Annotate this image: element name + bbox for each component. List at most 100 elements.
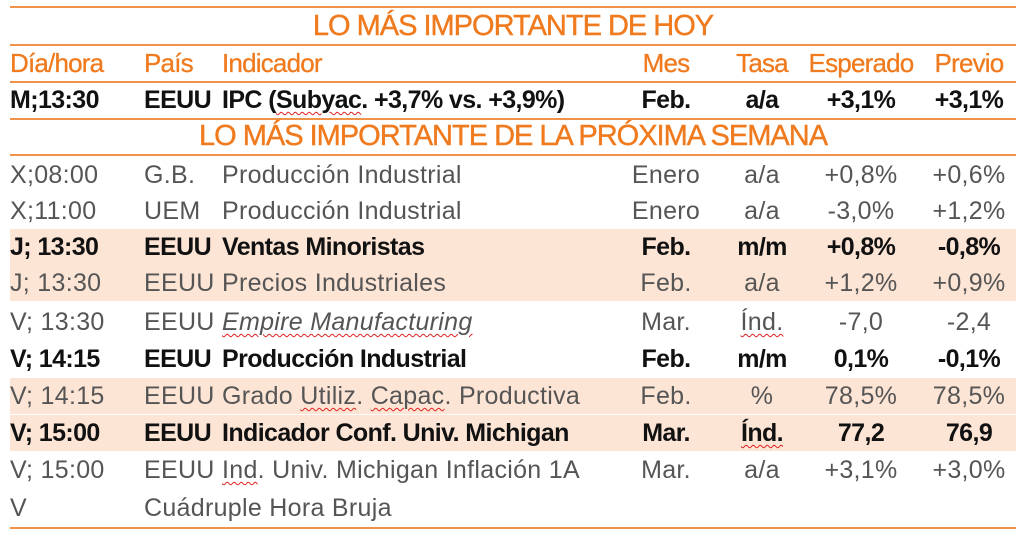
cell-dia-hora: X;11:00	[10, 197, 97, 225]
today-row: M;13:30 EEUU IPC (Subyac. +3,7% vs. +3,9…	[10, 82, 1016, 118]
cell-indicador: Indicador Conf. Univ. Michigan	[222, 419, 569, 447]
cell-tasa: %	[750, 382, 774, 410]
cell-dia-hora: V; 14:15	[10, 382, 105, 410]
cell-mes: Feb.	[641, 86, 692, 114]
cell-indicador: Producción Industrial	[222, 197, 462, 225]
cell-mes: Feb.	[640, 382, 692, 410]
cell-previo: 78,5%	[932, 382, 1006, 410]
header-dia-hora: Día/hora	[10, 48, 104, 78]
cell-previo: -0,1%	[937, 345, 1001, 373]
cell-tasa: a/a	[745, 86, 780, 114]
cell-indicador: IPC (Subyac. +3,7% vs. +3,9%)	[222, 86, 565, 114]
header-tasa: Tasa	[736, 48, 789, 78]
cell-tasa: a/a	[744, 456, 780, 484]
cell-pais: UEM	[144, 197, 201, 225]
table-row: X;08:00 G.B. Producción Industrial Enero…	[10, 157, 1016, 193]
cell-pais: EEUU	[144, 382, 215, 410]
cell-pais: EEUU	[144, 233, 212, 261]
table-row: V; 15:00 EEUU Ind. Univ. Michigan Inflac…	[10, 452, 1016, 488]
cell-mes: Mar.	[642, 419, 690, 447]
spellcheck-word: Subyac	[275, 86, 362, 114]
cell-pais: EEUU	[144, 308, 215, 336]
cell-esperado: +0,8%	[824, 161, 898, 189]
table-row: J; 13:30 EEUU Ventas Minoristas Feb. m/m…	[10, 229, 1016, 265]
top-rule	[10, 6, 1016, 8]
header-previo: Previo	[934, 48, 1004, 78]
cell-indicador: Cuádruple Hora Bruja	[144, 494, 392, 522]
cell-tasa: a/a	[744, 269, 780, 297]
cell-pais: EEUU	[144, 419, 212, 447]
cell-mes: Enero	[631, 161, 701, 189]
cell-dia-hora: J; 13:30	[10, 269, 102, 297]
cell-esperado: -7,0	[838, 308, 884, 336]
cell-previo: -2,4	[946, 308, 992, 336]
cell-esperado: +1,2%	[824, 269, 898, 297]
cell-mes: Mar.	[641, 308, 691, 336]
cell-tasa: Índ.	[722, 304, 802, 340]
cell-indicador: Precios Industriales	[222, 269, 447, 297]
cell-pais: EEUU	[144, 345, 212, 373]
spellcheck-word: Índ.	[740, 419, 784, 447]
cell-previo: -0,8%	[937, 233, 1001, 261]
table-row: V; 13:30 EEUU Empire Manufacturing Mar. …	[10, 304, 1016, 340]
cell-indicador: Empire Manufacturing	[222, 308, 473, 336]
table-row: V Cuádruple Hora Bruja	[10, 490, 1016, 526]
cell-mes: Feb.	[641, 233, 692, 261]
bottom-rule	[10, 527, 1016, 529]
cell-esperado: +3,1%	[824, 456, 898, 484]
cell-esperado: 77,2	[837, 419, 885, 447]
rule	[10, 154, 1016, 156]
cell-indicador: Grado Utiliz. Capac. Productiva	[222, 382, 581, 410]
cell-mes: Feb.	[640, 269, 692, 297]
cell-previo: +1,2%	[932, 197, 1006, 225]
cell-pais: EEUU	[144, 269, 215, 297]
table-row: V; 14:15 EEUU Grado Utiliz. Capac. Produ…	[10, 378, 1016, 414]
cell-esperado: 78,5%	[824, 382, 898, 410]
table-row: V; 14:15 EEUU Producción Industrial Feb.…	[10, 341, 1016, 377]
cell-esperado: 0,1%	[833, 345, 889, 373]
cell-mes: Feb.	[641, 345, 692, 373]
cell-dia-hora: V; 14:15	[10, 345, 100, 373]
header-mes: Mes	[642, 48, 690, 78]
cell-esperado: -3,0%	[827, 197, 895, 225]
cell-dia-hora: V	[10, 494, 27, 522]
header-pais: País	[144, 48, 194, 78]
header-esperado: Esperado	[808, 48, 914, 78]
cell-esperado: +3,1%	[826, 86, 896, 114]
cell-indicador: Producción Industrial	[222, 161, 462, 189]
table-row: J; 13:30 EEUU Precios Industriales Feb. …	[10, 265, 1016, 301]
cell-previo: +0,9%	[932, 269, 1006, 297]
cell-dia-hora: X;08:00	[10, 161, 99, 189]
cell-indicador: Ind. Univ. Michigan Inflación 1A	[222, 456, 580, 484]
cell-mes: Enero	[631, 197, 701, 225]
spellcheck-word: Utiliz	[300, 382, 357, 410]
spellcheck-word: Capac	[370, 382, 445, 410]
cell-tasa: a/a	[744, 161, 780, 189]
rule	[10, 118, 1016, 120]
rule	[10, 44, 1016, 46]
cell-indicador: Ventas Minoristas	[222, 233, 425, 261]
cell-previo: 76,9	[945, 419, 993, 447]
cell-indicador: Producción Industrial	[222, 345, 467, 373]
cell-previo: +0,6%	[932, 161, 1006, 189]
rule	[10, 81, 1016, 83]
cell-dia-hora: J; 13:30	[10, 233, 99, 261]
cell-dia-hora: V; 13:30	[10, 308, 105, 336]
cell-tasa: a/a	[744, 197, 780, 225]
cell-pais: G.B.	[144, 161, 196, 189]
cell-dia-hora: M;13:30	[10, 86, 100, 114]
table-row: X;11:00 UEM Producción Industrial Enero …	[10, 193, 1016, 229]
title-today: LO MÁS IMPORTANTE DE HOY	[312, 10, 715, 42]
spellcheck-word: Ind	[222, 456, 258, 484]
cell-tasa: m/m	[737, 233, 787, 261]
cell-esperado: +0,8%	[826, 233, 896, 261]
cell-dia-hora: V; 15:00	[10, 456, 105, 484]
cell-tasa: m/m	[737, 345, 787, 373]
cell-mes: Mar.	[641, 456, 691, 484]
cell-dia-hora: V; 15:00	[10, 419, 100, 447]
title-next-week: LO MÁS IMPORTANTE DE LA PRÓXIMA SEMANA	[198, 120, 828, 152]
header-indicador: Indicador	[222, 48, 323, 78]
cell-previo: +3,0%	[932, 456, 1006, 484]
cell-tasa: Índ.	[722, 415, 802, 451]
